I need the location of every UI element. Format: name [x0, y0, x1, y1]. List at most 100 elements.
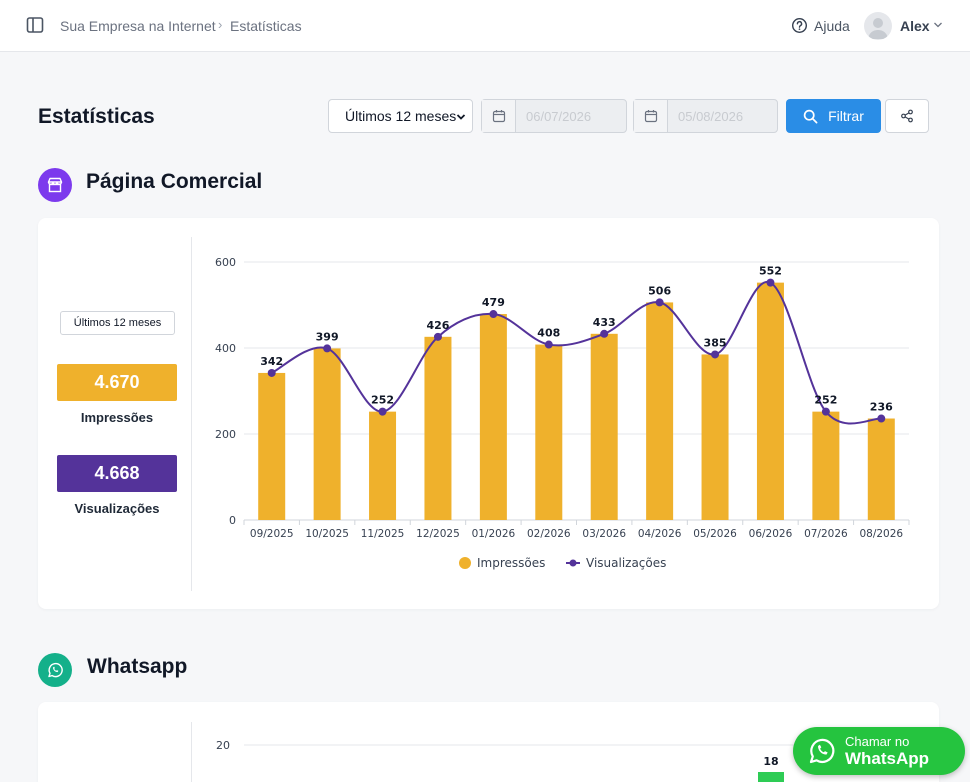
data-label: 252 — [814, 394, 837, 407]
bar — [646, 302, 674, 520]
bar — [701, 354, 729, 520]
bar — [479, 314, 507, 520]
data-label: 552 — [759, 265, 782, 278]
filter-button[interactable]: Filtrar — [786, 99, 881, 133]
views-line — [271, 281, 882, 425]
data-label: 426 — [426, 319, 449, 332]
bar — [590, 333, 618, 520]
whatsapp-icon — [38, 653, 72, 687]
date-from-field[interactable]: 06/07/2026 — [481, 99, 627, 133]
help-icon — [791, 17, 808, 34]
page-title: Estatísticas — [38, 105, 155, 128]
views-point — [378, 407, 387, 416]
x-tick-label: 05/2026 — [693, 528, 737, 540]
chevron-down-icon — [456, 114, 466, 120]
x-tick-label: 06/2026 — [749, 528, 793, 540]
whatsapp-button-line2: WhatsApp — [845, 749, 930, 768]
x-tick-label: 11/2025 — [361, 528, 405, 540]
breadcrumb-company[interactable]: Sua Empresa na Internet — [60, 18, 216, 34]
y-tick-label: 200 — [215, 428, 236, 441]
help-link[interactable]: Ajuda — [791, 17, 850, 34]
sidebar-toggle-icon[interactable] — [26, 16, 44, 34]
card-divider — [191, 237, 192, 591]
x-tick-label: 07/2026 — [804, 528, 848, 540]
legend-views-label: Visualizações — [586, 556, 666, 570]
user-avatar-icon — [868, 18, 888, 39]
y-tick-label: 400 — [215, 342, 236, 355]
x-tick-label: 09/2025 — [250, 528, 294, 540]
x-tick-label: 12/2025 — [416, 528, 460, 540]
whatsapp-card — [38, 702, 939, 782]
search-icon — [803, 109, 818, 123]
x-tick-label: 04/2026 — [638, 528, 682, 540]
x-tick-label: 08/2026 — [859, 528, 903, 540]
data-label: 479 — [482, 296, 505, 309]
data-label: 506 — [648, 284, 671, 297]
calendar-icon — [634, 100, 668, 132]
data-label: 252 — [371, 394, 394, 407]
whatsapp-title: Whatsapp — [87, 655, 188, 678]
data-label: 399 — [316, 330, 339, 343]
bar — [867, 418, 895, 520]
top-bar: Sua Empresa na Internet › Estatísticas A… — [0, 0, 970, 52]
views-point — [711, 350, 720, 359]
bar — [812, 411, 840, 520]
bar — [756, 282, 784, 520]
data-label: 236 — [870, 401, 893, 414]
filter-label: Filtrar — [828, 108, 864, 124]
period-select-value: Últimos 12 meses — [345, 108, 457, 124]
card-divider — [191, 722, 192, 782]
legend-views-marker-dot — [569, 559, 577, 567]
whatsapp-chat-button[interactable]: Chamar no WhatsApp — [793, 727, 965, 775]
store-icon — [38, 168, 72, 202]
bar — [369, 411, 397, 520]
y-tick-label: 600 — [215, 256, 236, 269]
avatar[interactable] — [864, 12, 892, 40]
data-label: 342 — [260, 355, 283, 368]
date-from-value: 06/07/2026 — [526, 108, 592, 124]
bar — [758, 772, 784, 782]
help-label: Ajuda — [814, 17, 850, 34]
views-point — [877, 414, 886, 423]
whatsapp-button-line1: Chamar no — [845, 734, 910, 749]
share-icon — [901, 109, 913, 123]
data-label: 433 — [593, 316, 616, 329]
y-tick-label: 20 — [216, 739, 230, 752]
impressions-label: Impressões — [80, 410, 154, 425]
views-point — [600, 329, 609, 338]
x-tick-label: 10/2025 — [305, 528, 349, 540]
views-point — [544, 340, 553, 349]
bar — [313, 348, 341, 520]
views-total: 4.668 — [57, 455, 177, 492]
views-point — [766, 278, 775, 287]
breadcrumb-current: Estatísticas — [230, 18, 302, 34]
business-chart: 0 200 400 600 09/2025 10/2025 11/2025 12/2025 01… — [215, 256, 910, 570]
user-menu[interactable]: Alex — [900, 18, 930, 34]
bar — [258, 372, 286, 520]
period-badge: Últimos 12 meses — [60, 311, 175, 335]
breadcrumb-separator-icon: › — [218, 17, 223, 32]
business-page-title: Página Comercial — [86, 170, 263, 193]
data-label: 18 — [763, 755, 778, 768]
y-tick-label: 0 — [229, 514, 236, 527]
views-point — [489, 310, 498, 319]
views-point — [655, 298, 664, 307]
views-point — [323, 344, 332, 353]
x-tick-label: 01/2026 — [472, 528, 516, 540]
period-select[interactable]: Últimos 12 meses — [328, 99, 473, 133]
data-label: 385 — [704, 336, 727, 349]
legend-impressions-label: Impressões — [477, 556, 545, 570]
date-to-field[interactable]: 05/08/2026 — [633, 99, 778, 133]
calendar-icon — [482, 100, 516, 132]
impressions-total: 4.670 — [57, 364, 177, 401]
bar — [535, 344, 563, 520]
data-label: 408 — [537, 327, 560, 340]
chevron-down-icon[interactable] — [933, 20, 943, 30]
views-label: Visualizações — [74, 501, 160, 516]
bar — [424, 336, 452, 520]
views-point — [267, 368, 276, 377]
legend-impressions-marker — [459, 557, 471, 569]
date-to-value: 05/08/2026 — [678, 108, 744, 124]
share-button[interactable] — [885, 99, 929, 133]
x-tick-label: 03/2026 — [582, 528, 626, 540]
